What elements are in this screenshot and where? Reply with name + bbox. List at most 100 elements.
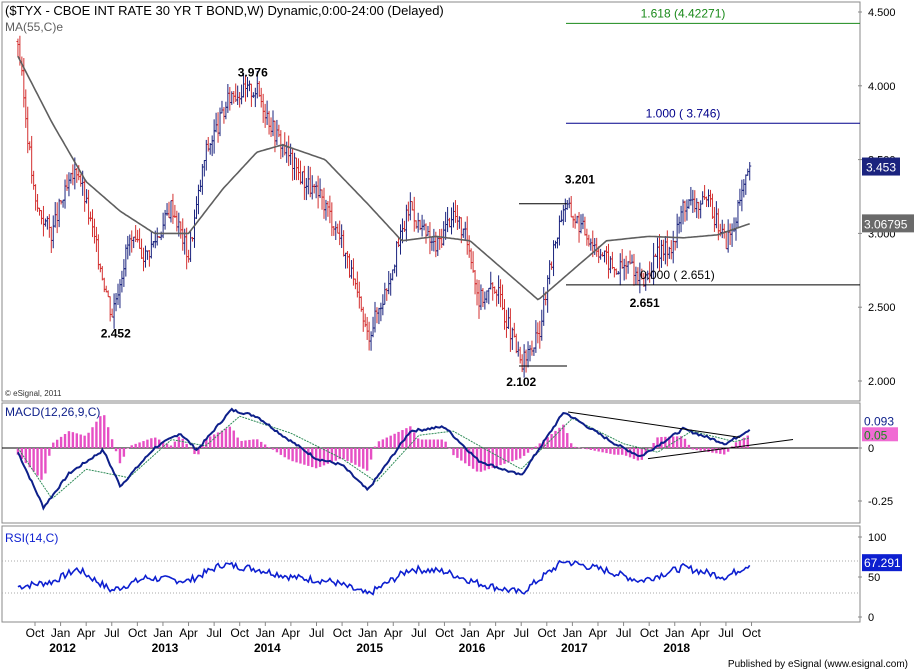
macd-histogram-bar [193,448,196,455]
fib-label: 1.618 (4.42271) [641,6,726,20]
macd-histogram-bar [703,448,706,452]
macd-histogram-bar [16,448,20,455]
macd-histogram-bar [161,441,165,448]
macd-histogram-bar [499,448,502,466]
macd-histogram-bar [303,448,306,465]
macd-histogram-bar [656,437,659,448]
macd-histogram-bar [36,448,39,476]
price-annotation: 3.201 [565,173,595,187]
x-month-label: Jan [563,626,582,640]
macd-histogram-bar [220,430,224,448]
macd-histogram-bar [52,442,55,448]
macd-histogram-bar [624,448,628,456]
macd-histogram-bar [287,448,290,460]
price-panel-frame [1,1,861,402]
macd-histogram-bar [726,448,730,452]
macd-histogram-bar [87,432,90,448]
macd-histogram-bar [573,446,577,448]
ma-value-box [862,214,914,233]
x-month-label: Jul [411,626,426,640]
x-year-label: 2018 [663,641,690,655]
last-price-label: 3.453 [866,161,896,175]
macd-histogram-bar [126,448,130,449]
macd-histogram-bar [456,448,459,458]
macd-histogram-bar [173,441,177,448]
macd-histogram-bar [742,437,746,448]
x-year-label: 2013 [152,641,179,655]
x-month-label: Oct [128,626,147,640]
macd-histogram-bar [672,436,675,448]
macd-histogram-bar [628,448,632,458]
macd-histogram-bar [715,448,718,454]
price-tick-label: 4.500 [868,7,896,19]
macd-histogram-bar [346,448,349,461]
macd-histogram-bar [554,430,557,448]
macd-histogram-bar [63,434,67,448]
macd-histogram-bar [746,435,749,448]
x-year-label: 2012 [49,641,76,655]
macd-histogram-bar [613,448,616,455]
published-footer: Published by eSignal (www.esignal.com) [728,659,908,670]
x-month-label: Oct [26,626,45,640]
x-month-label: Jul [104,626,119,640]
macd-histogram-bar [291,448,294,462]
x-month-label: Apr [486,626,505,640]
macd-histogram-bar [295,448,298,463]
macd-trendline-lower [647,439,794,460]
macd-histogram-bar [597,448,600,452]
macd-histogram-bar [550,434,553,448]
macd-histogram-bar [338,448,341,460]
x-month-label: Jan [51,626,70,640]
macd-histogram-bar [444,441,447,448]
macd-histogram-bar [283,448,286,458]
macd-histogram-bar [397,431,400,448]
macd-histogram-bar [699,448,702,451]
price-tick-label: 2.500 [868,302,896,314]
macd-histogram-bar [138,442,141,448]
macd-histogram-bar [668,436,671,448]
macd-histogram-bar [358,448,361,467]
macd-histogram-bar [389,435,392,448]
macd-histogram-bar [275,448,279,453]
macd-histogram-bar [279,448,283,455]
macd-histogram-bar [373,446,377,448]
macd-histogram-bar [212,434,216,448]
macd-histogram-bar [530,448,534,450]
macd-histogram-bar [393,433,396,448]
macd-histogram-bar [479,448,483,472]
rsi-line [17,559,751,596]
macd-histogram-bar [216,432,220,448]
macd-histogram-bar [169,445,173,448]
macd-histogram-bar [99,416,102,448]
macd-histogram-bar [369,448,373,460]
x-year-label: 2014 [254,641,281,655]
macd-histogram-bar [522,448,526,456]
macd-line [17,407,751,511]
price-annotation: 2.102 [506,375,536,389]
x-month-label: Apr [384,626,403,640]
macd-value-label: 0.093 [864,414,894,428]
macd-histogram-bar [377,441,381,448]
macd-histogram-bar [381,439,385,448]
macd-histogram-bar [738,440,742,448]
macd-histogram-bar [511,448,514,462]
macd-histogram-bar [248,439,251,448]
macd-histogram-bar [609,448,612,454]
price-annotation: 3.976 [238,65,268,79]
macd-histogram-bar [252,439,255,448]
macd-histogram-bar [67,431,71,448]
macd-histogram-bar [464,448,467,464]
macd-histogram-bar [157,439,161,448]
price-annotation: 2.651 [630,296,660,310]
rsi-tick-label: 100 [868,532,886,544]
macd-histogram-bar [562,424,565,448]
x-month-label: Oct [537,626,556,640]
macd-histogram-bar [240,440,243,448]
copyright-note: © eSignal, 2011 [5,389,62,398]
rsi-tick-label: 50 [868,572,880,584]
macd-histogram-bar [271,448,275,450]
macd-histogram-bar [114,448,118,452]
macd-histogram-bar [228,426,232,448]
rsi-value-box [862,554,902,572]
macd-histogram-bar [224,428,228,448]
